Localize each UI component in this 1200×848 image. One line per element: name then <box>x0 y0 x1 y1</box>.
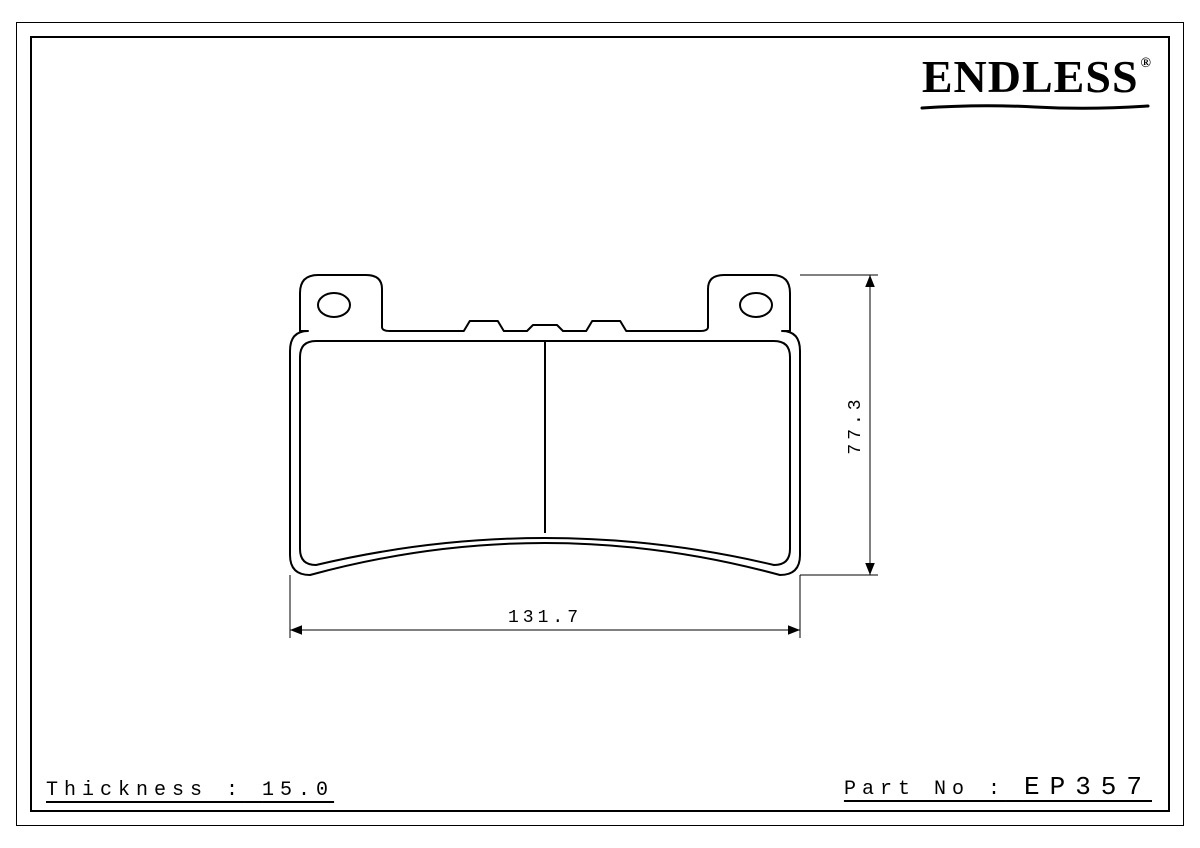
svg-text:77.3: 77.3 <box>846 395 866 454</box>
thickness-field: Thickness : 15.0 <box>46 779 334 802</box>
partno-label: Part No : <box>844 778 1006 801</box>
thickness-value: 15.0 <box>262 779 334 802</box>
svg-text:131.7: 131.7 <box>508 608 582 628</box>
partno-field: Part No : EP357 <box>844 772 1152 802</box>
partno-value: EP357 <box>1024 772 1152 802</box>
thickness-label: Thickness : <box>46 779 244 802</box>
technical-drawing: 131.7 77.3 <box>0 0 1200 848</box>
